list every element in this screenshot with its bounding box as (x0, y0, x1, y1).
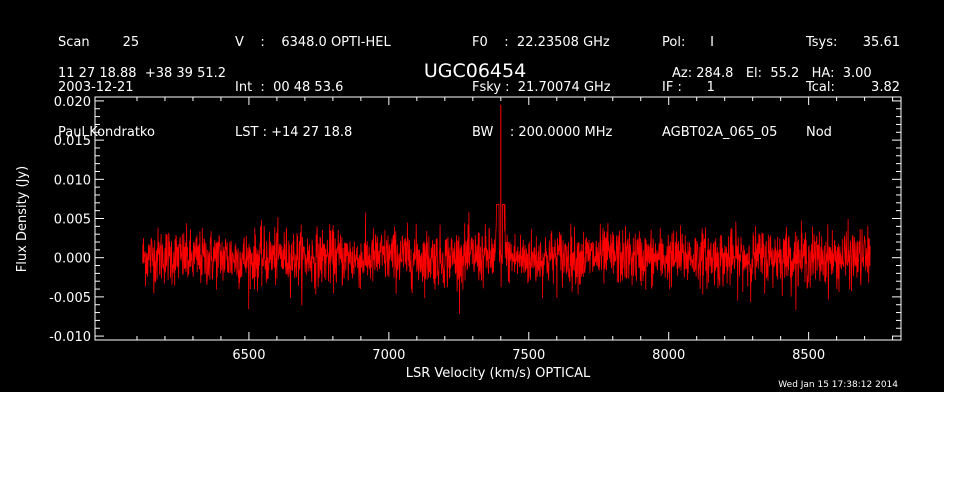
header-col5-values: 35.61 3.82 (850, 5, 900, 125)
rest-frequency: F0 : 22.23508 GHz (472, 35, 610, 50)
x-tick-label: 6500 (232, 348, 265, 363)
tsys-value: 35.61 (862, 35, 900, 50)
y-tick-label: 0.010 (54, 173, 91, 188)
trace-layer (142, 104, 871, 315)
header-col1: Scan 25 2003-12-21 Paul Kondratko (58, 5, 155, 170)
bandwidth: BW : 200.0000 MHz (472, 125, 613, 140)
x-tick-label: 7000 (372, 348, 405, 363)
observation-date: 2003-12-21 (58, 80, 134, 95)
x-tick-label: 8000 (652, 348, 685, 363)
integration-time: Int : 00 48 53.6 (235, 80, 344, 95)
y-tick-label: 0.020 (54, 95, 91, 110)
y-tick-label: -0.010 (49, 330, 91, 345)
tsys-label: Tsys: (806, 35, 838, 50)
header-col2: V : 6348.0 OPTI-HEL Int : 00 48 53.6 LST… (235, 5, 391, 170)
tcal-label: Tcal: (806, 80, 835, 95)
header-col3: F0 : 22.23508 GHz Fsky : 21.70074 GHz BW… (472, 5, 612, 170)
sky-frequency: Fsky : 21.70074 GHz (472, 80, 611, 95)
y-tick-label: 0.015 (54, 134, 91, 149)
ticks-layer: 6500 7000 7500 8000 8500 -0.010 -0.005 0.000 0.0… (49, 95, 901, 363)
polarization: Pol: I (662, 35, 714, 50)
timestamp-footer: Wed Jan 15 17:38:12 2014 (778, 380, 898, 390)
pointing-info: Az: 284.8 El: 55.2 HA: 3.00 (672, 66, 872, 81)
chart-title: UGC06454 (423, 60, 527, 82)
y-tick-label: -0.005 (49, 291, 91, 306)
x-tick-label: 8500 (792, 348, 825, 363)
if-number: IF : 1 (662, 80, 715, 95)
source-coordinates: 11 27 18.88 +38 39 51.2 (58, 66, 227, 81)
velocity-info: V : 6348.0 OPTI-HEL (235, 35, 391, 50)
plot-frame (94, 96, 902, 341)
project-id: AGBT02A_065_05 (662, 125, 778, 140)
plot-panel: Scan 25 2003-12-21 Paul Kondratko V : 63… (0, 0, 944, 392)
tcal-value: 3.82 (871, 80, 900, 95)
spectrum-trace (142, 204, 871, 315)
scan-number: Scan 25 (58, 35, 140, 50)
lst-info: LST : +14 27 18.8 (235, 125, 353, 140)
y-tick-label: 0.005 (54, 213, 91, 228)
y-tick-label: 0.000 (54, 252, 91, 267)
x-axis-label: LSR Velocity (km/s) OPTICAL (406, 366, 591, 381)
header-col5-labels: Tsys: Tcal: Nod (806, 5, 837, 170)
observing-mode: Nod (806, 125, 832, 140)
spectrum-chart: 6500 7000 7500 8000 8500 -0.010 -0.005 0.000 0.0… (15, 95, 902, 381)
header-col4: Pol: I IF : 1 AGBT02A_065_05 (662, 5, 777, 170)
x-tick-label: 7500 (512, 348, 545, 363)
y-axis-label: Flux Density (Jy) (15, 166, 30, 272)
observer-name: Paul Kondratko (58, 125, 155, 140)
